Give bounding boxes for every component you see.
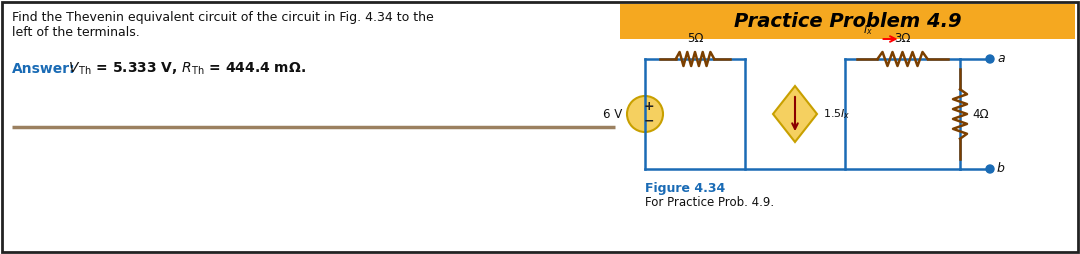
Text: left of the terminals.: left of the terminals. bbox=[12, 25, 139, 39]
Text: $V_{\mathrm{Th}}$ = 5.333 V, $R_{\mathrm{Th}}$ = 444.4 mΩ.: $V_{\mathrm{Th}}$ = 5.333 V, $R_{\mathrm… bbox=[64, 61, 306, 77]
Text: For Practice Prob. 4.9.: For Practice Prob. 4.9. bbox=[645, 196, 774, 209]
Text: Practice Problem 4.9: Practice Problem 4.9 bbox=[733, 12, 961, 31]
Text: 4Ω: 4Ω bbox=[972, 107, 988, 120]
Circle shape bbox=[986, 55, 994, 63]
Text: b: b bbox=[997, 163, 1004, 176]
Bar bbox=[620, 4, 1075, 39]
Polygon shape bbox=[773, 86, 816, 142]
Circle shape bbox=[986, 165, 994, 173]
Text: Answer:: Answer: bbox=[12, 62, 76, 76]
Text: Find the Thevenin equivalent circuit of the circuit in Fig. 4.34 to the: Find the Thevenin equivalent circuit of … bbox=[12, 10, 434, 24]
Text: 1.5$I_x$: 1.5$I_x$ bbox=[823, 107, 851, 121]
Circle shape bbox=[627, 96, 663, 132]
Text: a: a bbox=[997, 53, 1004, 66]
Text: $I_x$: $I_x$ bbox=[863, 23, 873, 37]
Text: +: + bbox=[644, 101, 654, 114]
Text: 5Ω: 5Ω bbox=[687, 32, 703, 45]
Text: −: − bbox=[644, 115, 654, 128]
Text: 6 V: 6 V bbox=[603, 107, 622, 120]
Text: Figure 4.34: Figure 4.34 bbox=[645, 182, 726, 195]
Text: 3Ω: 3Ω bbox=[894, 32, 910, 45]
